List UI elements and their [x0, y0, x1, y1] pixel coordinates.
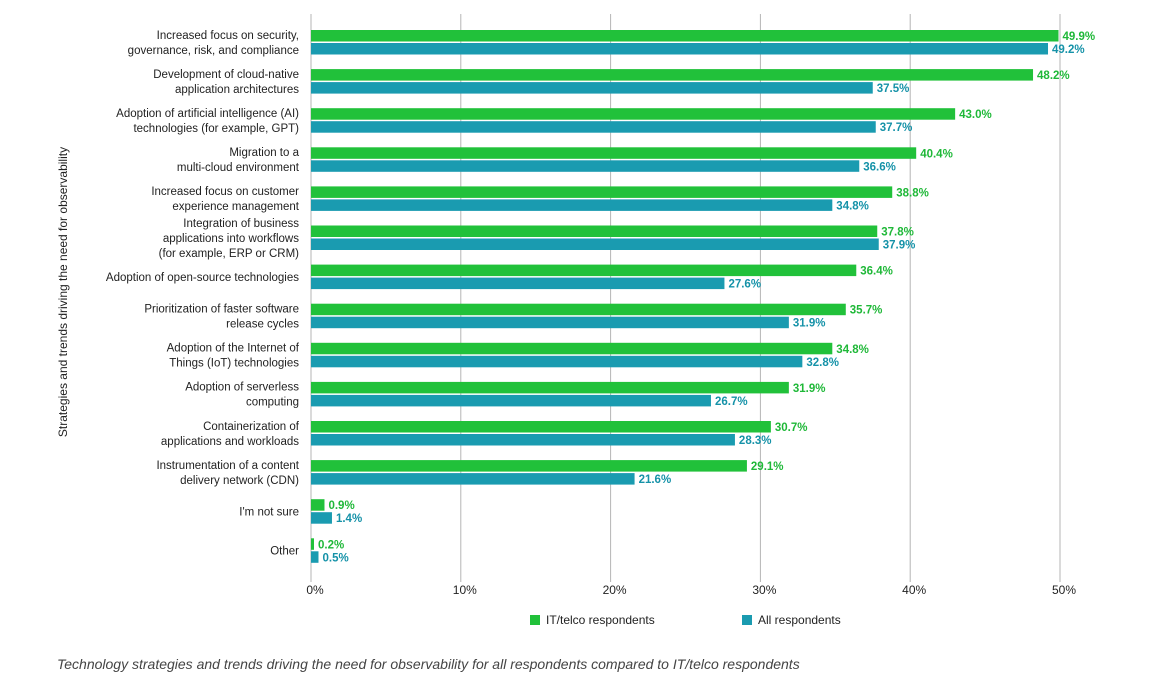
figure-caption: Technology strategies and trends driving…: [57, 656, 800, 672]
category-label: Instrumentation of a content delivery net…: [156, 460, 299, 487]
x-tick-label: 30%: [752, 583, 776, 597]
bar-all: [311, 551, 319, 563]
data-label: 49.2%: [1052, 44, 1085, 56]
data-label: 37.7%: [880, 122, 913, 134]
legend-swatch-series-1: [530, 615, 540, 625]
data-label: 29.1%: [751, 461, 784, 473]
data-label: 34.8%: [836, 200, 869, 212]
bar-all: [311, 82, 873, 94]
bar-it-telco: [311, 421, 771, 433]
bar-it-telco: [311, 381, 789, 394]
legend-label-series-2: All respondents: [758, 613, 841, 627]
bar-it-telco: [311, 499, 325, 511]
bar-it-telco: [311, 147, 917, 159]
bar-it-telco: [311, 30, 1059, 42]
bar-all: [311, 316, 789, 329]
category-label: I'm not sure: [239, 506, 299, 518]
bar-all: [311, 160, 860, 172]
bar-it-telco: [311, 303, 846, 316]
category-label: Migration to a multi-cloud environment: [177, 147, 300, 174]
legend-item-series-2: All respondents: [742, 613, 841, 627]
data-label: 36.4%: [860, 266, 893, 278]
data-label: 35.7%: [850, 305, 883, 317]
x-tick-label: 0%: [306, 583, 324, 597]
data-label: 34.8%: [836, 344, 869, 356]
y-axis-title: Strategies and trends driving the need f…: [56, 147, 70, 437]
bar-all: [311, 43, 1049, 55]
bar-all: [311, 121, 876, 133]
data-label: 43.0%: [959, 109, 992, 121]
legend-item-series-1: IT/telco respondents: [530, 613, 655, 627]
bar-all: [311, 199, 833, 211]
data-label: 26.7%: [715, 396, 748, 408]
data-label: 0.5%: [322, 552, 348, 564]
bar-chart: 0% 10% 20% 30% 40% 50% Strategies and trends d…: [56, 14, 1096, 597]
category-label: Prioritization of faster software release…: [144, 303, 299, 330]
bar-all: [311, 355, 803, 368]
x-tick-label: 10%: [453, 583, 477, 597]
category-label: Adoption of open-source technologies: [106, 272, 299, 284]
legend-swatch-series-2: [742, 615, 752, 625]
data-label: 27.6%: [728, 279, 761, 291]
data-label: 21.6%: [639, 474, 672, 486]
bar-it-telco: [311, 264, 857, 277]
x-tick-label: 50%: [1052, 583, 1076, 597]
category-label: Increased focus on customer experience ma…: [151, 186, 299, 213]
legend: IT/telco respondents All respondents: [0, 613, 1173, 633]
bar-all: [311, 434, 735, 446]
data-label: 37.5%: [877, 83, 910, 95]
data-label: 38.8%: [896, 187, 929, 199]
category-label: Other: [270, 546, 299, 558]
data-label: 37.8%: [881, 227, 914, 239]
bar-it-telco: [311, 225, 878, 237]
bar-all: [311, 473, 635, 485]
data-label: 32.8%: [806, 357, 839, 369]
data-label: 31.9%: [793, 318, 826, 330]
category-label: Adoption of artificial intelligence (AI)…: [116, 108, 299, 135]
bar-it-telco: [311, 108, 956, 120]
category-label: Containerization of applications and work…: [161, 421, 300, 448]
data-label: 0.2%: [318, 539, 344, 551]
bar-all: [311, 238, 879, 250]
data-label: 40.4%: [920, 148, 953, 160]
category-label: Development of cloud-native application a…: [153, 69, 299, 96]
x-tick-label: 40%: [902, 583, 926, 597]
bar-all: [311, 394, 711, 407]
bar-it-telco: [311, 538, 314, 550]
bar-it-telco: [311, 460, 747, 472]
category-label: Increased focus on security, governance, …: [128, 30, 299, 57]
data-label: 48.2%: [1037, 70, 1070, 82]
category-label: Integration of business applications into…: [159, 218, 300, 260]
data-label: 31.9%: [793, 383, 826, 395]
bar-all: [311, 277, 725, 290]
bar-all: [311, 512, 332, 524]
data-label: 1.4%: [336, 513, 362, 525]
data-label: 28.3%: [739, 435, 772, 447]
data-label: 30.7%: [775, 422, 808, 434]
bar-it-telco: [311, 342, 833, 355]
category-label: Adoption of serverless computing: [185, 382, 299, 409]
x-tick-label: 20%: [603, 583, 627, 597]
data-label: 37.9%: [883, 240, 916, 252]
bar-it-telco: [311, 69, 1034, 81]
data-label: 0.9%: [328, 500, 354, 512]
category-label: Adoption of the Internet of Things (IoT) …: [167, 343, 300, 370]
data-label: 49.9%: [1063, 31, 1096, 43]
legend-label-series-1: IT/telco respondents: [546, 613, 655, 627]
bar-it-telco: [311, 186, 893, 198]
data-label: 36.6%: [863, 161, 896, 173]
